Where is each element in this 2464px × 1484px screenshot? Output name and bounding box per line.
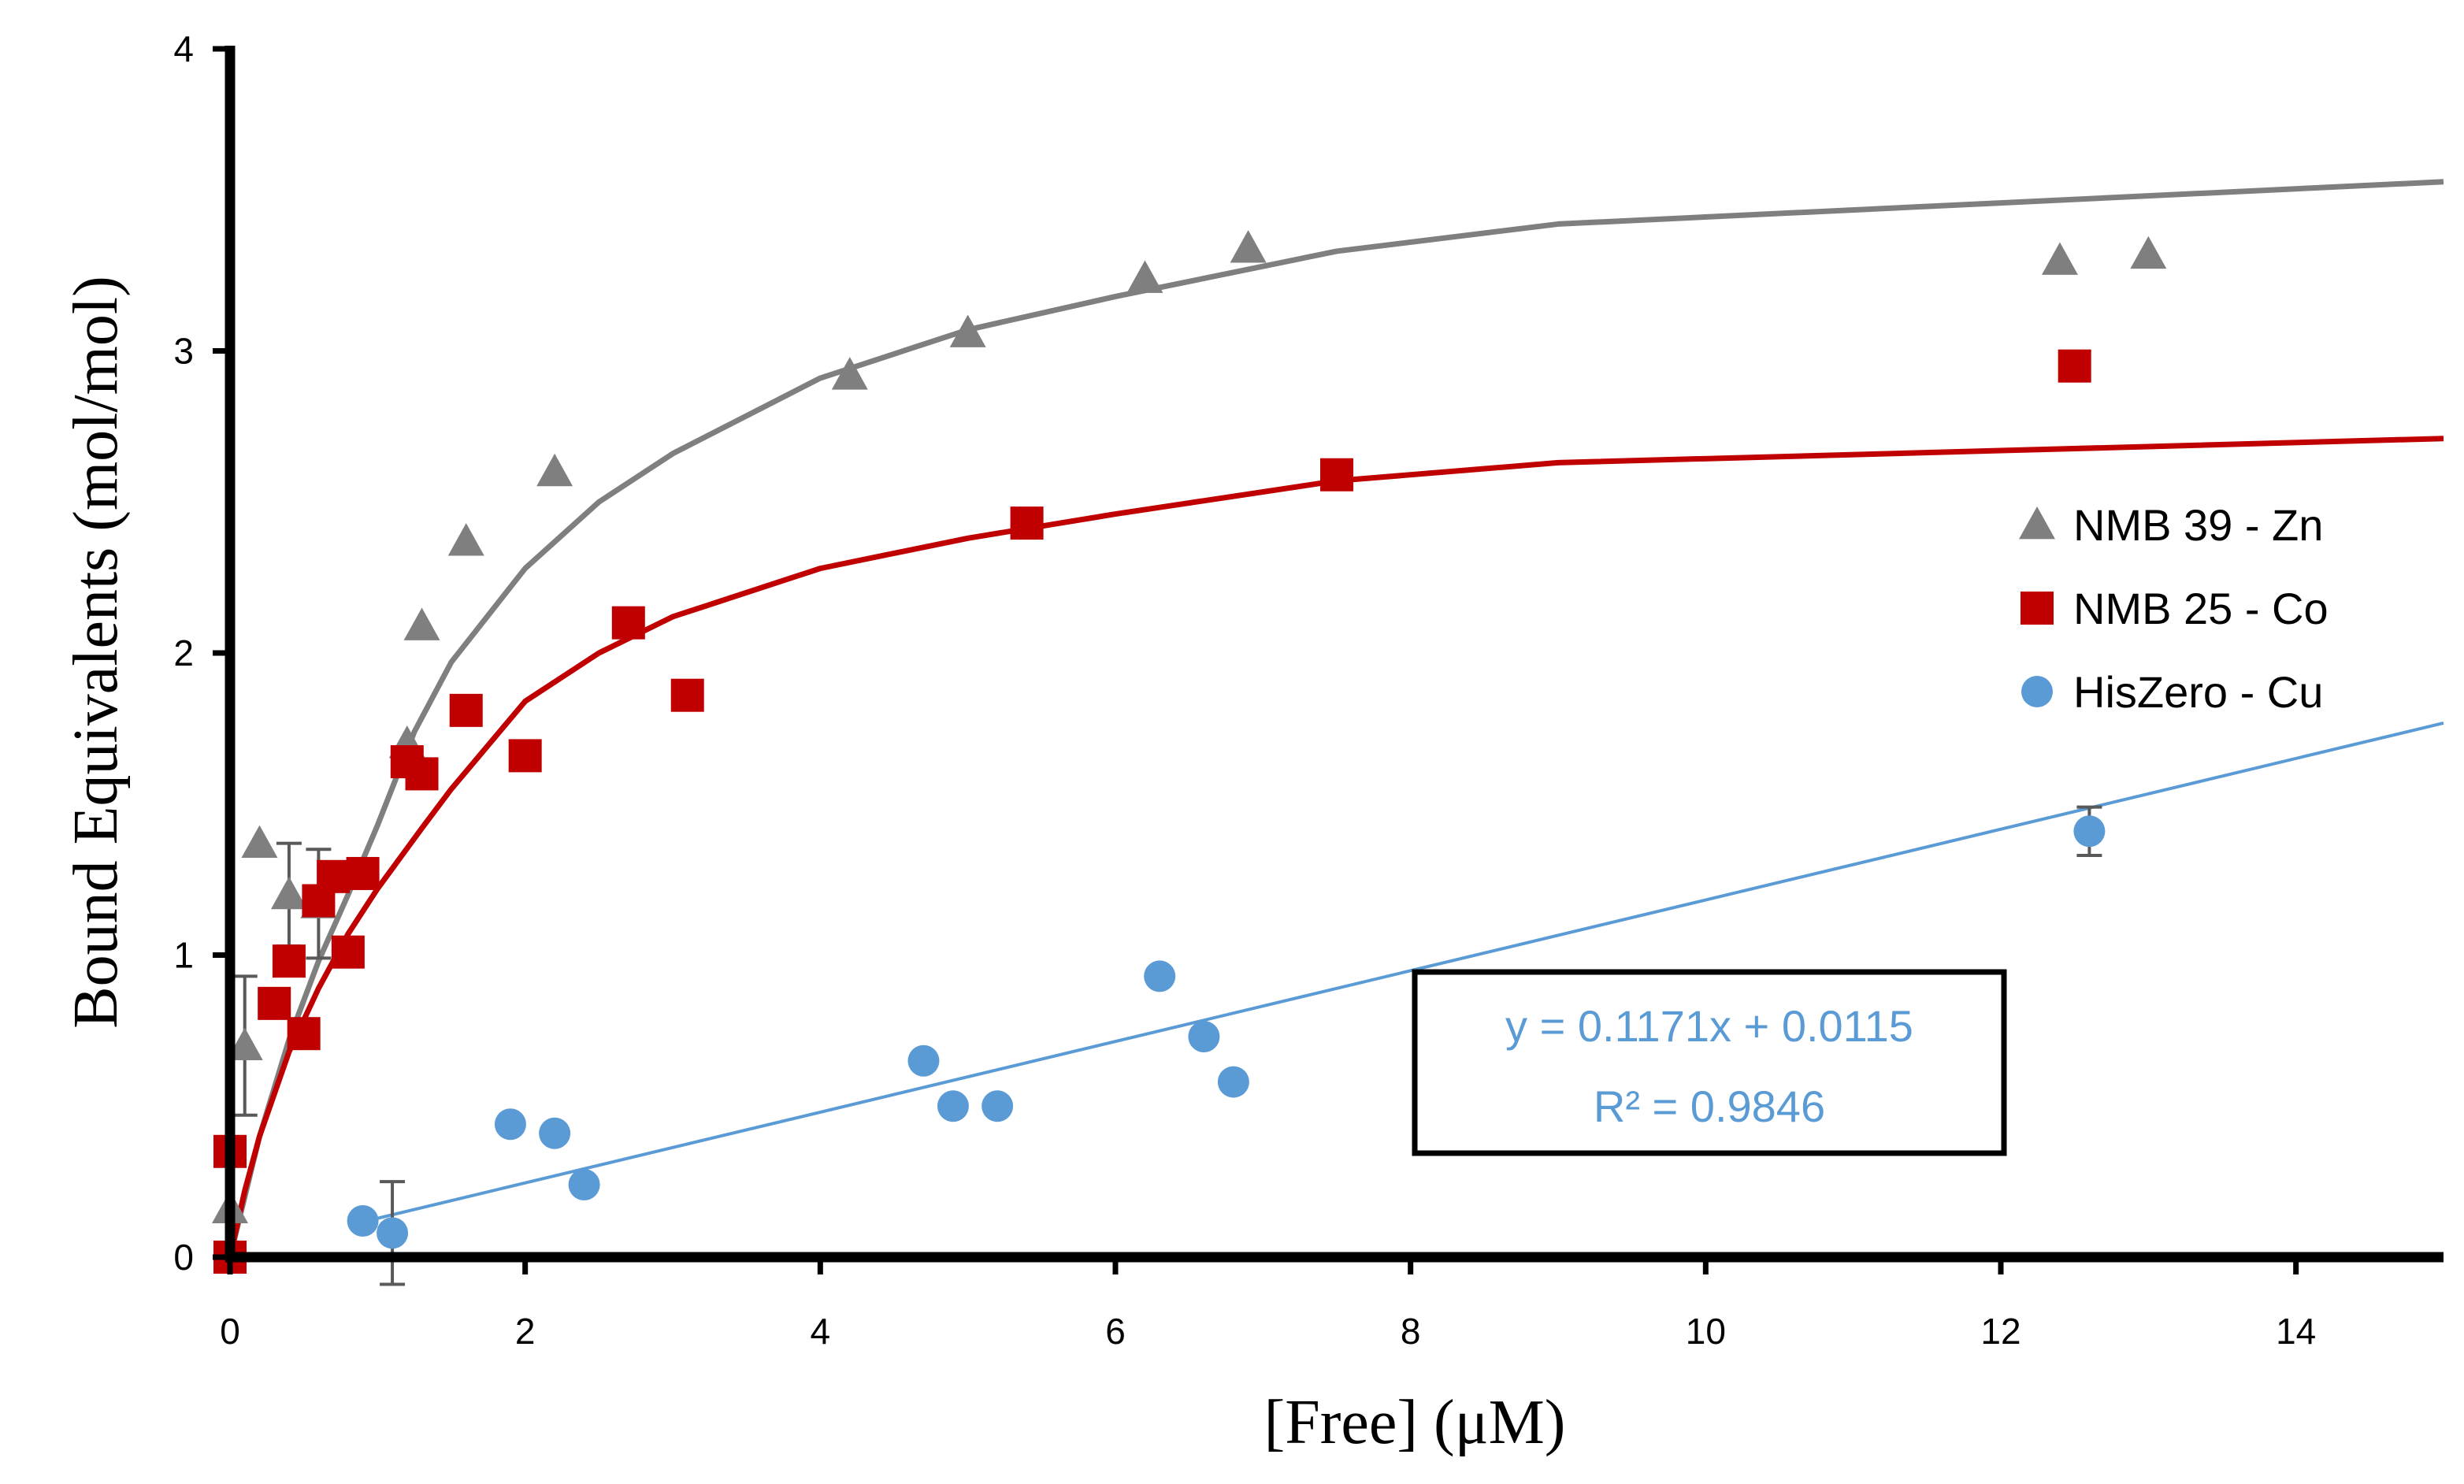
data-point-square: [346, 856, 380, 890]
axes: [213, 46, 2444, 1274]
data-point-triangle: [2041, 242, 2078, 275]
data-point-square: [317, 859, 351, 893]
trendline-equation: y = 0.1171x + 0.0115: [1505, 1001, 1913, 1051]
data-point-triangle: [447, 523, 484, 556]
legend-marker-square: [2021, 592, 2054, 625]
x-tick-label: 14: [2276, 1311, 2316, 1352]
data-point-square: [1320, 458, 1353, 492]
fit-lines: [227, 179, 2444, 1258]
data-point-circle: [2073, 815, 2106, 848]
data-point-circle: [982, 1090, 1014, 1122]
data-point-triangle: [536, 453, 573, 487]
data-point-square: [258, 986, 291, 1020]
data-point-triangle: [1230, 230, 1267, 263]
data-point-triangle: [403, 607, 440, 640]
legend-label: NMB 39 - Zn: [2073, 500, 2323, 550]
legend-label: HisZero - Cu: [2073, 667, 2323, 717]
x-axis-title: [Free] (μM): [1264, 1388, 1566, 1457]
y-tick-label: 2: [173, 633, 194, 673]
x-tick-label: 8: [1401, 1311, 1421, 1352]
data-point-circle: [494, 1108, 526, 1141]
data-point-circle: [568, 1168, 600, 1200]
data-point-triangle: [2130, 236, 2167, 269]
legend-marker-circle: [2021, 676, 2053, 707]
data-point-circle: [1188, 1021, 1220, 1053]
data-point-square: [287, 1017, 321, 1051]
data-point-square: [670, 678, 704, 712]
data-point-square: [1010, 506, 1044, 540]
data-point-square: [2058, 349, 2091, 383]
data-point-triangle: [831, 357, 868, 390]
y-tick-label: 1: [173, 935, 194, 976]
data-point-triangle: [241, 825, 278, 859]
y-axis-title: Bound Equivalents (mol/mol): [61, 276, 131, 1028]
legend-item: NMB 39 - Zn: [2019, 500, 2323, 550]
data-point-circle: [347, 1204, 379, 1237]
x-tick-label: 2: [515, 1311, 536, 1352]
data-point-square: [508, 739, 542, 773]
trendline-r-squared: R² = 0.9846: [1594, 1081, 1825, 1131]
data-point-triangle: [270, 876, 307, 910]
legend-label: NMB 25 - Co: [2073, 584, 2329, 633]
data-point-triangle: [1126, 260, 1163, 293]
data-point-circle: [907, 1044, 940, 1077]
data-point-square: [449, 693, 483, 727]
y-tick-label: 3: [173, 331, 194, 372]
legend: NMB 39 - Zn NMB 25 - Co HisZero - Cu: [2019, 500, 2329, 717]
x-tick-label: 0: [220, 1311, 240, 1352]
legend-item: NMB 25 - Co: [2021, 584, 2329, 633]
data-point-circle: [539, 1117, 571, 1149]
x-tick-label: 12: [1980, 1311, 2021, 1352]
data-point-square: [331, 935, 365, 969]
data-point-square: [611, 606, 645, 640]
data-points: [212, 230, 2167, 1274]
data-point-circle: [1217, 1066, 1249, 1098]
data-point-circle: [1144, 960, 1176, 992]
data-point-circle: [937, 1090, 969, 1122]
legend-item: HisZero - Cu: [2021, 667, 2323, 717]
data-point-triangle: [226, 1027, 263, 1060]
fit-line-2: [377, 722, 2444, 1220]
fit-curve-0: [227, 179, 2444, 1258]
trendline-equation-box: y = 0.1171x + 0.0115 R² = 0.9846: [1412, 969, 2007, 1156]
x-tick-label: 4: [811, 1311, 831, 1352]
x-tick-label: 6: [1105, 1311, 1126, 1352]
y-tick-label: 0: [173, 1237, 194, 1278]
data-point-circle: [377, 1217, 409, 1249]
y-tick-label: 4: [173, 28, 194, 69]
data-point-triangle: [949, 314, 986, 347]
data-point-square: [405, 757, 439, 791]
x-tick-label: 10: [1686, 1311, 1726, 1352]
data-point-square: [272, 944, 306, 978]
legend-marker-triangle: [2019, 506, 2055, 540]
